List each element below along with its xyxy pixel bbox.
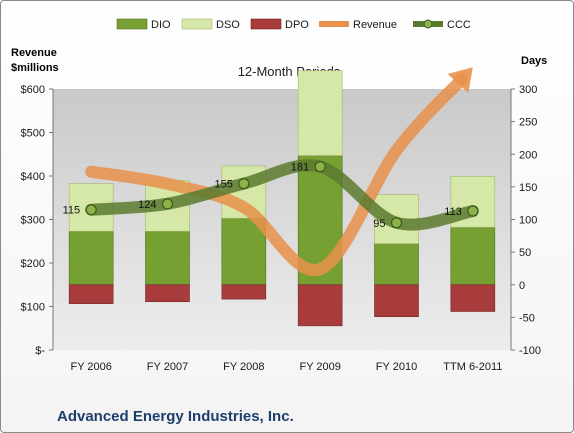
x-axis-tick-label: TTM 6-2011 <box>443 361 502 373</box>
bar-dpo <box>221 284 267 300</box>
x-axis-tick-label: FY 2010 <box>376 361 417 373</box>
ccc-data-label: 95 <box>373 218 385 230</box>
left-axis: $- $100 $200 $300 $400 $500 $600 <box>21 84 53 357</box>
ccc-data-label: 155 <box>214 179 232 191</box>
bar-dpo <box>297 284 343 327</box>
bar-dso <box>297 70 343 156</box>
left-axis-tick-label: $300 <box>21 215 45 227</box>
right-axis-tick-label: 50 <box>519 247 531 259</box>
bar-dio <box>374 243 419 286</box>
x-axis-tick-label: FY 2007 <box>147 361 188 373</box>
legend-label-dpo: DPO <box>285 19 309 31</box>
revenue-line <box>85 73 469 277</box>
ccc-series: 115 124 155 181 95 113 <box>63 159 479 231</box>
right-axis: -100 -50 0 50 100 150 200 250 300 <box>511 84 541 357</box>
bars <box>68 70 496 327</box>
bar-dpo <box>450 284 496 312</box>
revenue-series <box>85 67 473 277</box>
right-axis-tick-label: 100 <box>519 215 537 227</box>
left-axis-tick-label: $200 <box>21 258 45 270</box>
company-name: Advanced Energy Industries, Inc. <box>57 408 294 425</box>
ccc-marker <box>85 204 97 216</box>
left-axis-tick-label: $500 <box>21 128 45 140</box>
bar-dpo <box>145 284 190 303</box>
left-axis-title-line2: $millions <box>11 62 59 74</box>
right-axis-tick-label: -50 <box>519 312 535 324</box>
bar-dpo <box>68 284 114 304</box>
ccc-data-label: 181 <box>291 162 309 174</box>
right-axis-tick-label: -100 <box>519 345 541 357</box>
bar-dio <box>68 230 114 286</box>
right-axis-tick-label: 300 <box>519 84 537 96</box>
legend-swatch-dpo <box>250 18 282 30</box>
right-axis-tick-label: 200 <box>519 149 537 161</box>
x-axis: FY 2006 FY 2007 FY 2008 FY 2009 FY 2010 TTM 6… <box>70 361 502 373</box>
left-axis-tick-label: $- <box>35 345 45 357</box>
left-axis-title-line1: Revenue <box>11 47 57 59</box>
ccc-data-label: 124 <box>138 199 156 211</box>
legend-label-dso: DSO <box>216 19 240 31</box>
right-axis-tick-label: 150 <box>519 182 537 194</box>
ccc-marker <box>161 198 174 210</box>
legend-label-dio: DIO <box>151 19 171 31</box>
right-axis-tick-label: 0 <box>519 280 525 292</box>
ccc-marker <box>390 217 403 229</box>
left-axis-tick-label: $400 <box>21 171 45 183</box>
ccc-marker <box>238 178 250 190</box>
bar-dio <box>450 227 496 286</box>
right-axis-tick-label: 250 <box>519 117 537 129</box>
ccc-marker <box>467 205 479 217</box>
x-axis-tick-label: FY 2009 <box>299 361 340 373</box>
x-axis-tick-label: FY 2006 <box>70 361 111 373</box>
legend: DIO DSO DPO Revenue CCC <box>116 18 471 31</box>
legend-swatch-dio <box>116 18 148 30</box>
bar-dpo <box>374 284 419 318</box>
legend-swatch-ccc-marker <box>423 19 433 29</box>
ccc-marker <box>314 161 326 173</box>
right-axis-title: Days <box>521 55 547 67</box>
revenue-arrowhead <box>447 67 473 93</box>
bar-dio <box>221 217 267 286</box>
ccc-data-label: 113 <box>444 206 462 218</box>
legend-label-ccc: CCC <box>447 19 471 31</box>
left-axis-tick-label: $100 <box>21 302 45 314</box>
legend-swatch-dso <box>181 18 213 30</box>
bar-dio <box>145 230 190 286</box>
legend-label-revenue: Revenue <box>353 19 397 31</box>
ccc-data-label: 115 <box>63 205 81 217</box>
left-axis-tick-label: $600 <box>21 84 45 96</box>
x-axis-tick-label: FY 2008 <box>223 361 264 373</box>
